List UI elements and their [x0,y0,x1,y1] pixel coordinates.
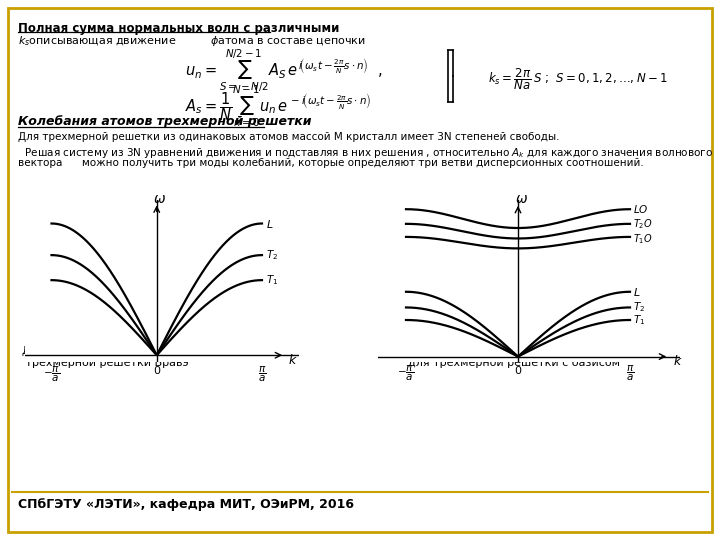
Text: СПбГЭТУ «ЛЭТИ», кафедра МИТ, ОЭиРМ, 2016: СПбГЭТУ «ЛЭТИ», кафедра МИТ, ОЭиРМ, 2016 [18,498,354,511]
Text: $L$: $L$ [266,218,274,230]
Text: $k_s = \dfrac{2\pi}{Na}\,S$ ;  $S = 0,1,2,\ldots,N-1$: $k_s = \dfrac{2\pi}{Na}\,S$ ; $S = 0,1,2… [488,66,667,92]
Text: Полная сумма нормальных волн с различными: Полная сумма нормальных волн с различным… [18,22,339,35]
Text: $-\dfrac{\pi}{a}$: $-\dfrac{\pi}{a}$ [43,364,60,384]
Text: $T_1O$: $T_1O$ [634,232,653,246]
Text: Для трехмерной решетки из одинаковых атомов массой M кристалл имеет 3N степеней : Для трехмерной решетки из одинаковых ато… [18,132,559,142]
Text: $\dfrac{\pi}{a}$: $\dfrac{\pi}{a}$ [626,364,634,383]
Text: $T_1$: $T_1$ [634,313,646,327]
Text: $T_2$: $T_2$ [634,301,646,314]
Text: $k$: $k$ [288,354,298,368]
Text: $k$: $k$ [672,354,683,368]
Text: $T_1$: $T_1$ [266,273,279,287]
Text: Дисперсионные кривые для примитивной: Дисперсионные кривые для примитивной [22,346,269,356]
Text: $\dfrac{\pi}{a}$: $\dfrac{\pi}{a}$ [258,364,266,384]
Text: для трехмерной решетки с базисом: для трехмерной решетки с базисом [408,358,620,368]
Text: $\omega$: $\omega$ [153,192,166,206]
Text: $LO$: $LO$ [634,203,649,215]
Text: $A_s = \dfrac{1}{N} \sum_{n=0}^{N-1} u_n\,e^{\,-i\!\left(\omega_s t - \frac{2\pi: $A_s = \dfrac{1}{N} \sum_{n=0}^{N-1} u_n… [185,84,372,129]
Text: $k_s$описывающая движение          $\phi$атома в составе цепочки: $k_s$описывающая движение $\phi$атома в … [18,34,366,48]
Text: Колебания атомов трехмерной решетки: Колебания атомов трехмерной решетки [18,115,312,128]
Text: Решая систему из 3N уравнений движения и подставляя в них решения , относительно: Решая систему из 3N уравнений движения и… [18,146,713,160]
Text: $0$: $0$ [514,364,522,376]
Text: $\omega$: $\omega$ [515,192,528,206]
Text: $T_2O$: $T_2O$ [634,217,653,231]
Text: вектора      можно получить три моды колебаний, которые определяют три ветви дис: вектора можно получить три моды колебани… [18,158,644,168]
Text: $L$: $L$ [634,286,641,298]
Text: трехмерной решетки Бравэ: трехмерной решетки Бравэ [22,358,189,368]
Text: Дисперсионные кривые: Дисперсионные кривые [408,346,548,356]
Text: $0$: $0$ [153,364,161,376]
Text: $T_2$: $T_2$ [266,248,279,262]
Text: $-\dfrac{\pi}{a}$: $-\dfrac{\pi}{a}$ [397,364,415,383]
Text: $u_n = \sum_{S=-N/2}^{N/2-1} A_S\,e^{\,i\!\left(\omega_s t - \frac{2\pi}{N}s\cdo: $u_n = \sum_{S=-N/2}^{N/2-1} A_S\,e^{\,i… [185,48,382,95]
